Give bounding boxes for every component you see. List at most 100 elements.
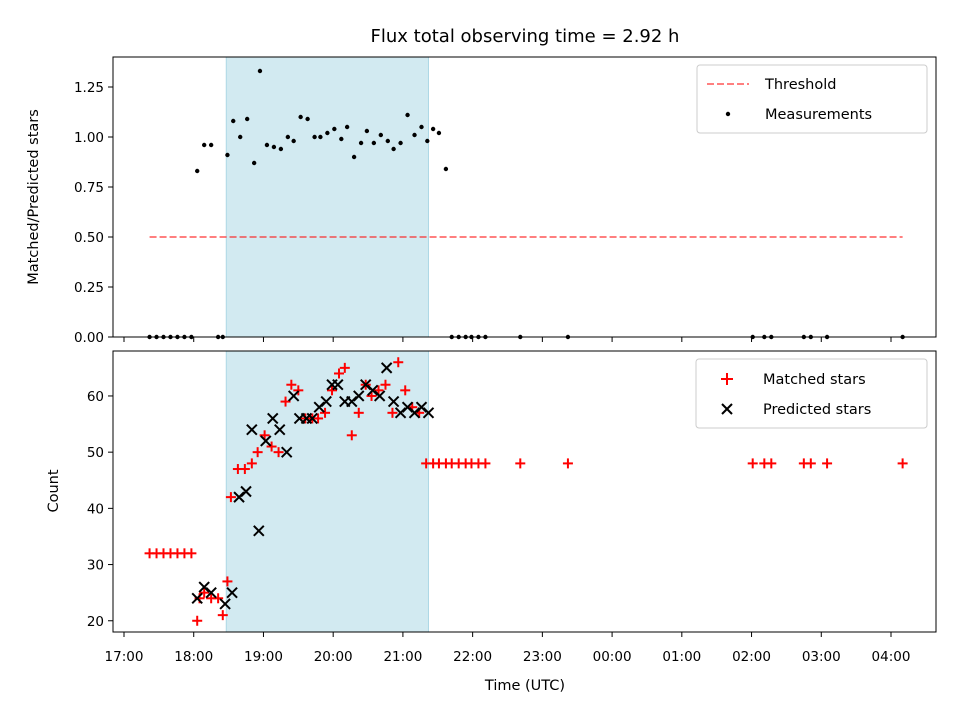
matched-star-point: [822, 458, 833, 469]
matched-star-point: [805, 458, 816, 469]
top-y-tick-label: 1.00: [74, 130, 104, 146]
top-y-axis-label: Matched/Predicted stars: [26, 109, 42, 285]
predicted-star-point: [226, 586, 238, 599]
chart-title: Flux total observing time = 2.92 h: [371, 26, 680, 47]
matched-star-point: [286, 379, 297, 390]
x-tick-label: 23:00: [523, 649, 562, 665]
predicted-star-point: [240, 485, 252, 498]
measurement-point: [358, 140, 364, 146]
matched-star-point: [766, 458, 777, 469]
legend-predicted-swatch: [721, 403, 733, 415]
bottom-y-tick-label: 30: [87, 558, 104, 574]
matched-star-point: [225, 492, 236, 503]
predicted-star-point: [260, 435, 272, 447]
bottom-legend-box: [695, 358, 928, 429]
matched-star-point: [400, 385, 411, 396]
predicted-star-point: [332, 379, 344, 391]
legend-matched-label: Matched stars: [763, 372, 866, 388]
legend-matched-swatch: [721, 373, 733, 385]
x-tick-label: 00:00: [593, 649, 632, 665]
measurement-point: [298, 114, 303, 120]
predicted-star-point: [373, 390, 386, 402]
bottom-y-tick-label: 50: [87, 445, 104, 461]
measurement-point: [436, 130, 442, 136]
x-tick-label: 19:00: [244, 649, 283, 665]
top-y-tick-label: 0.50: [74, 230, 104, 246]
measurement-point: [344, 124, 350, 130]
measurement-point: [291, 138, 296, 144]
matched-star-point: [562, 458, 573, 469]
x-tick-label: 03:00: [802, 649, 841, 665]
matched-star-point: [339, 362, 350, 373]
x-tick-label: 02:00: [732, 649, 771, 665]
matched-star-point: [239, 464, 250, 475]
measurement-point: [231, 118, 236, 124]
top-y-tick-label: 1.25: [74, 80, 104, 96]
measurement-point: [443, 166, 449, 172]
measurement-point: [371, 140, 377, 146]
x-tick-label: 01:00: [662, 649, 701, 665]
top-y-tick-label: 0.75: [74, 180, 104, 196]
measurement-point: [201, 142, 207, 148]
measurement-point: [271, 144, 277, 150]
matched-star-point: [293, 385, 304, 396]
bottom-observing-span: [225, 350, 429, 633]
measurement-point: [312, 134, 317, 140]
measurement-point: [385, 138, 391, 144]
predicted-star-point: [253, 525, 265, 537]
predicted-star-point: [274, 423, 286, 436]
matched-star-point: [246, 458, 257, 469]
matched-star-point: [387, 407, 398, 418]
x-tick-label: 21:00: [383, 649, 422, 665]
x-tick-label: 04:00: [872, 649, 911, 665]
bottom-y-axis-label: Count: [46, 469, 62, 512]
matched-star-point: [393, 357, 404, 368]
matched-star-point: [273, 447, 284, 458]
measurement-point: [419, 124, 424, 130]
measurement-point: [412, 132, 417, 138]
matched-star-point: [515, 458, 526, 469]
legend-measurements-label: Measurements: [765, 107, 872, 123]
predicted-star-point: [353, 390, 365, 402]
measurement-point: [278, 146, 284, 152]
legend-predicted-label: Predicted stars: [763, 402, 871, 418]
top-y-tick-label: 0.25: [74, 280, 104, 296]
measurement-point: [305, 116, 310, 122]
legend-threshold-label: Threshold: [764, 77, 836, 93]
x-axis-label: Time (UTC): [484, 678, 565, 694]
top-axes-frame: [112, 56, 937, 338]
predicted-star-point: [246, 423, 258, 436]
measurement-point: [251, 160, 257, 166]
predicted-star-point: [287, 390, 300, 402]
measurement-point: [391, 146, 396, 152]
predicted-star-point: [205, 586, 217, 599]
top-legend-box: [696, 64, 928, 134]
measurement-point: [244, 116, 250, 122]
measurement-point: [264, 142, 270, 148]
predicted-star-point: [219, 598, 231, 610]
bottom-plot-area: 20 30 40 50 60 17:00 18:00 19:00 20:00 21:00 22:00…: [87, 350, 911, 665]
top-y-tick-label: 0.00: [74, 330, 104, 346]
x-tick-label: 22:00: [453, 649, 492, 665]
bottom-legend: Matched stars Predicted stars: [695, 358, 928, 429]
bottom-y-tick-label: 60: [87, 389, 104, 405]
matched-star-point: [346, 430, 357, 441]
x-tick-label: 20:00: [314, 649, 353, 665]
matched-star-point: [747, 458, 758, 469]
measurement-point: [332, 126, 337, 132]
measurement-point: [378, 132, 384, 138]
measurement-point: [405, 112, 410, 118]
matched-star-point: [186, 548, 197, 559]
measurement-point: [208, 142, 214, 148]
matched-star-point: [333, 368, 344, 379]
bottom-axes-frame: [112, 350, 937, 633]
top-legend: Threshold Measurements: [696, 64, 928, 134]
x-tick-label: 17:00: [105, 649, 144, 665]
matched-star-point: [199, 587, 210, 598]
measurement-point: [339, 136, 344, 142]
measurement-point: [318, 134, 323, 140]
predicted-star-point: [422, 407, 435, 419]
measurement-point: [325, 130, 330, 136]
matched-star-point: [217, 610, 228, 621]
